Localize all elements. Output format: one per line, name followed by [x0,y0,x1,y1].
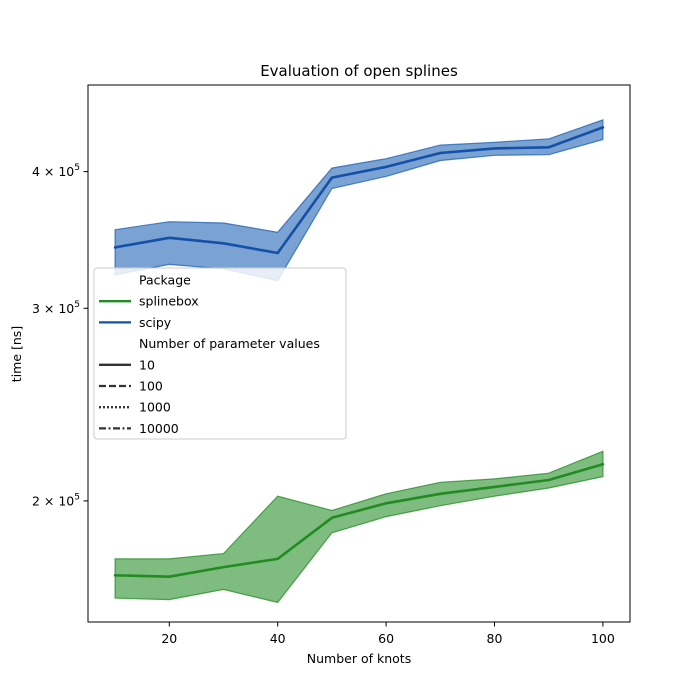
band-splinebox [114,450,604,604]
plot-frame [87,84,631,623]
point-splinebox-20 [168,575,171,578]
legend-label-10000: 10000 [139,421,179,436]
point-scipy-60 [384,165,388,169]
point-scipy-40 [276,251,279,255]
point-splinebox-70 [439,492,442,495]
x-axis-label: Number of knots [307,651,411,666]
point-scipy-70 [439,151,442,155]
point-splinebox-50 [330,516,334,519]
legend-label-1000: 1000 [139,400,171,415]
legend-label-scipy: scipy [139,315,172,330]
x-tick-label-20: 20 [161,631,177,646]
legend-box [93,267,347,440]
point-splinebox-40 [276,557,279,561]
line-scipy [113,126,605,255]
point-splinebox-30 [222,565,225,569]
y-axis-label: time [ns] [9,326,24,382]
x-tick-label-40: 40 [270,631,286,646]
point-scipy-10 [113,246,117,249]
band-scipy [114,119,604,282]
point-splinebox-80 [493,485,496,489]
y-tick-label-300000: 3 × 105 [32,300,80,316]
line-splinebox [113,462,605,579]
legend-label-10: 10 [139,357,155,372]
point-scipy-90 [547,146,550,149]
point-scipy-100 [601,126,605,129]
y-tick-label-400000: 4 × 105 [32,163,80,179]
point-scipy-80 [493,147,496,150]
legend-label-splinebox: splinebox [139,294,199,309]
point-splinebox-10 [113,574,117,577]
x-tick-label-80: 80 [487,631,503,646]
point-scipy-20 [168,236,171,239]
y-axis-ticks: 2 × 105 3 × 105 4 × 105 [32,163,88,508]
x-tick-label-60: 60 [378,631,394,646]
point-scipy-50 [330,176,334,179]
legend-header-number-of-parameter-values: Number of parameter values [139,336,320,351]
series-lines [113,126,605,579]
x-tick-label-100: 100 [591,631,615,646]
point-splinebox-60 [384,502,388,505]
point-splinebox-100 [601,463,605,466]
point-scipy-30 [222,242,225,245]
legend: Package splinebox scipy Number of parameter… [93,267,347,440]
legend-label-100: 100 [139,379,163,394]
chart-title: Evaluation of open splines [260,62,458,80]
x-axis-ticks: 20 40 60 80 100 [161,622,615,646]
y-tick-label-200000: 2 × 105 [32,492,80,508]
legend-header-package: Package [139,273,191,288]
point-splinebox-90 [547,478,550,482]
